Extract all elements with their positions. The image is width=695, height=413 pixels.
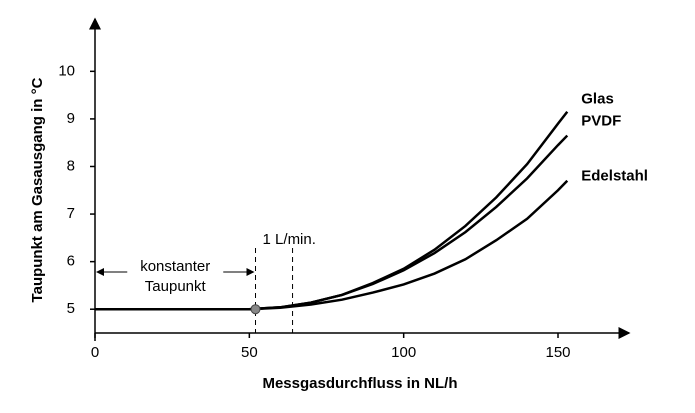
x-tick-label: 50 xyxy=(241,344,258,361)
x-tick-label: 100 xyxy=(391,344,416,361)
y-axis-label: Taupunkt am Gasausgang in °C xyxy=(29,77,46,302)
series-label: PVDF xyxy=(581,113,621,130)
y-tick-label: 8 xyxy=(67,157,75,174)
annotation: Taupunkt xyxy=(145,278,207,295)
series-line xyxy=(95,179,569,311)
x-tick-label: 150 xyxy=(545,344,570,361)
x-tick-label: 0 xyxy=(91,344,99,361)
annotation: 1 L/min. xyxy=(263,231,316,248)
y-tick-label: 9 xyxy=(67,110,75,127)
annotation: konstanter xyxy=(140,258,210,275)
y-tick-label: 5 xyxy=(67,300,75,317)
annotation-bg xyxy=(127,258,224,304)
y-tick-label: 7 xyxy=(67,205,75,222)
y-tick-label: 10 xyxy=(58,62,75,79)
series-label: Edelstahl xyxy=(581,168,648,185)
series-label: Glas xyxy=(581,91,614,108)
point xyxy=(250,304,261,315)
x-axis-label: Messgasdurchfluss in NL/h xyxy=(262,375,457,392)
y-tick-label: 6 xyxy=(67,253,75,270)
